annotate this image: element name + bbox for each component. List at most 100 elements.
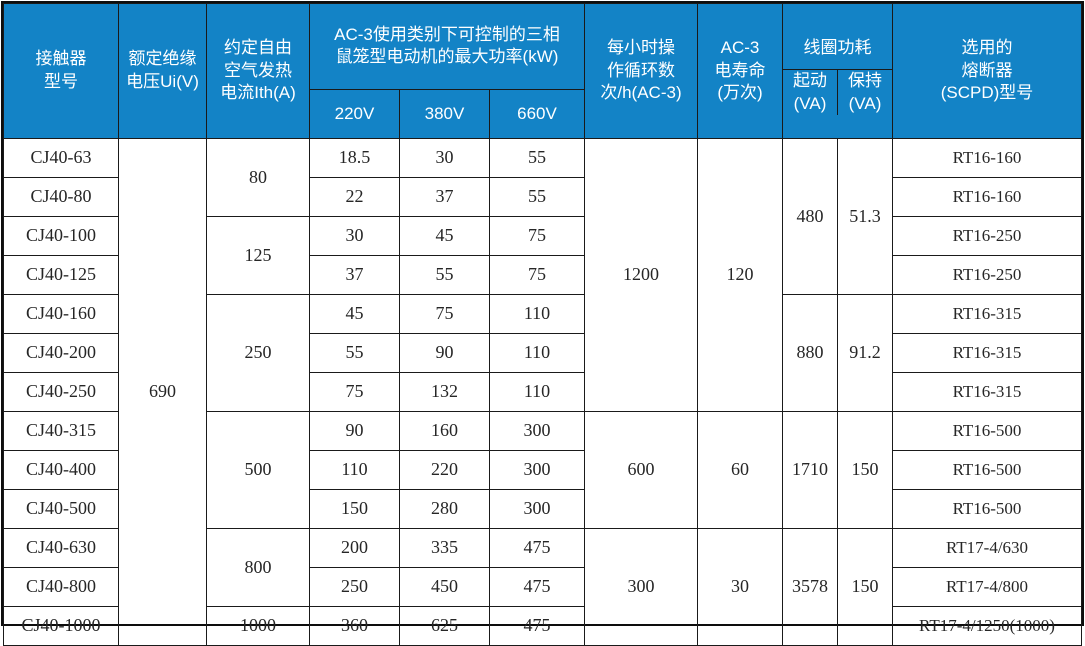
power-380-cell: 45 (399, 215, 490, 256)
table-row: CJ40-500 150 280 300 RT16-500 (3, 488, 1082, 529)
coil-start-cell: 1710 (782, 410, 838, 529)
ith-cell: 500 (206, 410, 310, 529)
coil-hold-cell: 150 (837, 410, 893, 529)
header-ac3-power-group: AC-3使用类别下可控制的三相 鼠笼型电动机的最大功率(kW) (309, 3, 585, 90)
table-row: CJ40-400 110 220 300 RT16-500 (3, 449, 1082, 490)
power-660-cell: 475 (489, 605, 585, 646)
power-660-cell: 300 (489, 449, 585, 490)
table-row: CJ40-100 125 30 45 75 RT16-250 (3, 215, 1082, 295)
coil-hold-cell: 91.2 (837, 293, 893, 412)
power-380-cell: 30 (399, 137, 490, 178)
table-row: CJ40-160 250 45 75 110 880 91.2 RT16-315 (3, 293, 1082, 412)
header-220v: 220V (309, 88, 400, 139)
power-660-cell: 55 (489, 176, 585, 217)
fuse-cell: RT16-500 (892, 488, 1082, 529)
power-220-cell: 75 (309, 371, 400, 412)
ith-cell: 80 (206, 137, 310, 217)
model-cell: CJ40-160 (3, 293, 119, 334)
model-cell: CJ40-315 (3, 410, 119, 451)
power-660-cell: 475 (489, 527, 585, 568)
power-220-cell: 30 (309, 215, 400, 256)
fuse-cell: RT16-250 (892, 215, 1082, 256)
model-cell: CJ40-400 (3, 449, 119, 490)
fuse-cell: RT16-160 (892, 176, 1082, 217)
power-220-cell: 55 (309, 332, 400, 373)
life-cell: 30 (697, 527, 783, 646)
power-660-cell: 110 (489, 293, 585, 334)
power-220-cell: 200 (309, 527, 400, 568)
power-220-cell: 90 (309, 410, 400, 451)
model-cell: CJ40-250 (3, 371, 119, 412)
power-220-cell: 110 (309, 449, 400, 490)
power-220-cell: 18.5 (309, 137, 400, 178)
power-220-cell: 150 (309, 488, 400, 529)
fuse-cell: RT16-500 (892, 410, 1082, 451)
coil-start-cell: 880 (782, 293, 838, 412)
header-rated-insulation-voltage: 额定绝缘 电压Ui(V) (118, 3, 207, 139)
fuse-cell: RT16-160 (892, 137, 1082, 178)
fuse-cell: RT17-4/630 (892, 527, 1082, 568)
table-row: CJ40-63 690 80 18.5 30 55 1200 120 480 5… (3, 137, 1082, 646)
table-row: CJ40-800 250 450 475 RT17-4/800 (3, 566, 1082, 607)
power-380-cell: 75 (399, 293, 490, 334)
contactor-spec-table: 接触器 型号 额定绝缘 电压Ui(V) 约定自由 空气发热 电流Ith(A) A… (3, 3, 1082, 646)
fuse-cell: RT16-250 (892, 254, 1082, 295)
power-380-cell: 37 (399, 176, 490, 217)
power-660-cell: 55 (489, 137, 585, 178)
header-electrical-life: AC-3 电寿命 (万次) (697, 3, 783, 139)
coil-header-wrap: 线圈功耗 起动 (VA) 保持 (VA) (783, 26, 892, 116)
ith-cell: 800 (206, 527, 310, 607)
table-row: CJ40-315 500 90 160 300 600 60 1710 150 … (3, 410, 1082, 529)
coil-subheader-row: 起动 (VA) 保持 (VA) (784, 70, 892, 116)
model-cell: CJ40-125 (3, 254, 119, 295)
table-row: CJ40-80 22 37 55 RT16-160 (3, 176, 1082, 217)
power-380-cell: 625 (399, 605, 490, 646)
power-380-cell: 220 (399, 449, 490, 490)
ith-cell: 250 (206, 293, 310, 412)
ith-cell: 1000 (206, 605, 310, 646)
power-220-cell: 250 (309, 566, 400, 607)
header-380v: 380V (399, 88, 490, 139)
cycles-cell: 1200 (584, 137, 698, 412)
coil-hold-cell: 51.3 (837, 137, 893, 295)
model-cell: CJ40-630 (3, 527, 119, 568)
power-380-cell: 90 (399, 332, 490, 373)
fuse-cell: RT17-4/1250(1000) (892, 605, 1082, 646)
table-row: CJ40-250 75 132 110 RT16-315 (3, 371, 1082, 412)
model-cell: CJ40-1000 (3, 605, 119, 646)
header-coil-start: 起动 (VA) (784, 70, 838, 116)
fuse-cell: RT17-4/800 (892, 566, 1082, 607)
power-380-cell: 450 (399, 566, 490, 607)
power-220-cell: 45 (309, 293, 400, 334)
power-660-cell: 110 (489, 371, 585, 412)
ui-cell: 690 (118, 137, 207, 646)
model-cell: CJ40-200 (3, 332, 119, 373)
header-660v: 660V (489, 88, 585, 139)
table-row: CJ40-630 800 200 335 475 300 30 3578 150… (3, 527, 1082, 646)
coil-start-cell: 3578 (782, 527, 838, 646)
header-fuse-scpd: 选用的 熔断器 (SCPD)型号 (892, 3, 1082, 139)
model-cell: CJ40-100 (3, 215, 119, 256)
power-660-cell: 75 (489, 254, 585, 295)
power-380-cell: 132 (399, 371, 490, 412)
fuse-cell: RT16-315 (892, 371, 1082, 412)
power-380-cell: 55 (399, 254, 490, 295)
power-220-cell: 360 (309, 605, 400, 646)
model-cell: CJ40-63 (3, 137, 119, 178)
header-cycles-per-hour: 每小时操 作循环数 次/h(AC-3) (584, 3, 698, 139)
header-coil-power-group: 线圈功耗 起动 (VA) 保持 (VA) (782, 3, 893, 139)
power-660-cell: 300 (489, 488, 585, 529)
model-cell: CJ40-80 (3, 176, 119, 217)
fuse-cell: RT16-500 (892, 449, 1082, 490)
life-cell: 120 (697, 137, 783, 412)
power-380-cell: 160 (399, 410, 490, 451)
power-660-cell: 75 (489, 215, 585, 256)
model-cell: CJ40-800 (3, 566, 119, 607)
coil-hold-cell: 150 (837, 527, 893, 646)
header-coil-hold: 保持 (VA) (848, 71, 882, 113)
power-660-cell: 475 (489, 566, 585, 607)
power-380-cell: 280 (399, 488, 490, 529)
header-thermal-current: 约定自由 空气发热 电流Ith(A) (206, 3, 310, 139)
power-220-cell: 37 (309, 254, 400, 295)
